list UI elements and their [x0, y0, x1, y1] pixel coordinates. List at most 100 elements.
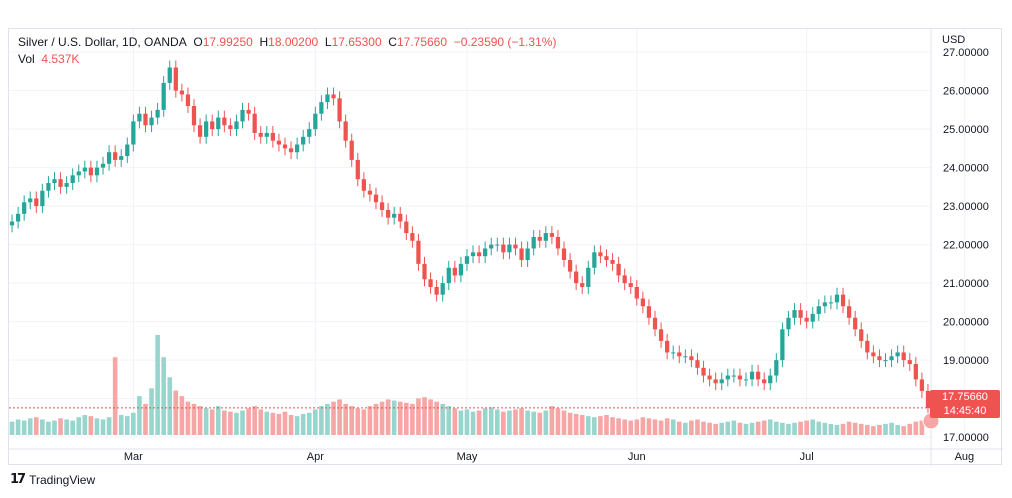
- candle-body: [64, 183, 69, 187]
- volume-bar: [519, 408, 524, 435]
- y-tick-label: 17.00000: [943, 432, 989, 444]
- volume-bar: [155, 335, 160, 435]
- volume-bar: [604, 415, 609, 435]
- volume-bar: [373, 403, 379, 435]
- candle-body: [871, 352, 876, 357]
- candle-body: [464, 256, 470, 264]
- candle-body: [125, 144, 130, 157]
- candle-body: [592, 252, 597, 268]
- candle-body: [925, 390, 931, 408]
- volume-bar: [743, 423, 749, 435]
- volume-bar: [585, 416, 591, 435]
- candle-body: [222, 117, 227, 126]
- volume-bar: [215, 406, 221, 435]
- candle-body: [28, 198, 33, 203]
- candle-body: [167, 67, 172, 83]
- volume-bar: [616, 418, 621, 435]
- candle-body: [197, 125, 203, 137]
- volume-bar: [907, 423, 913, 435]
- candle-body: [525, 248, 530, 261]
- volume-bar: [52, 420, 57, 435]
- low-value: 17.65300: [331, 35, 382, 49]
- candle-body: [325, 94, 330, 103]
- bar-countdown: 14:45:40: [943, 405, 987, 417]
- y-tick-label: 19.00000: [943, 355, 989, 367]
- candle-body: [392, 213, 397, 218]
- candle-body: [143, 113, 148, 126]
- candle-body: [15, 213, 21, 222]
- candle-body: [252, 113, 257, 133]
- volume-bar: [319, 406, 324, 435]
- candle-body: [216, 117, 221, 130]
- candle-body: [919, 379, 925, 391]
- volume-bar: [446, 406, 452, 435]
- tradingview-brand[interactable]: 17 TradingView: [10, 472, 95, 487]
- volume-bar: [337, 399, 342, 435]
- volume-bar: [385, 399, 391, 435]
- candle-body: [846, 306, 852, 318]
- candle-body: [210, 121, 215, 130]
- candle-body: [258, 132, 263, 137]
- volume-bar: [598, 416, 603, 435]
- volume-bar: [131, 412, 136, 435]
- y-tick-label: 22.00000: [943, 240, 989, 252]
- candle-body: [100, 163, 106, 168]
- x-tick-label: Jul: [800, 451, 814, 463]
- candle-body: [319, 102, 324, 114]
- candle-body: [204, 121, 209, 137]
- volume-bar: [355, 408, 361, 435]
- volume-bar: [507, 410, 512, 435]
- volume-bar: [240, 410, 245, 435]
- candle-body: [88, 167, 94, 176]
- candle-body: [52, 179, 57, 184]
- volume-bar: [865, 425, 870, 435]
- candle-body: [610, 260, 615, 264]
- volume-bar: [834, 425, 840, 435]
- candle-body: [816, 306, 821, 314]
- volume-bar: [197, 406, 203, 435]
- candle-body: [379, 202, 385, 210]
- volume-bar: [222, 410, 227, 435]
- currency-label[interactable]: USD: [942, 34, 966, 46]
- volume-bar: [798, 421, 803, 435]
- candle-body: [901, 352, 906, 361]
- volume-bar: [161, 357, 166, 435]
- candle-body: [743, 379, 749, 381]
- candle-body: [677, 352, 682, 357]
- candle-body: [476, 252, 482, 257]
- volume-bar: [410, 403, 415, 435]
- volume-bar: [203, 408, 209, 435]
- volume-bar: [258, 409, 264, 435]
- candle-body: [40, 190, 45, 207]
- brand-name: TradingView: [29, 472, 96, 487]
- candle-body: [76, 171, 81, 176]
- candle-body: [756, 371, 761, 380]
- candle-body: [22, 202, 27, 214]
- volume-bar: [658, 420, 664, 435]
- symbol-title[interactable]: Silver / U.S. Dollar, 1D, OANDA: [18, 35, 187, 49]
- candle-body: [865, 340, 870, 353]
- candle-body: [301, 136, 306, 145]
- chart-frame[interactable]: 27.00000 26.00000 25.00000 24.00000 23.00000…: [8, 28, 1003, 466]
- volume-bar: [404, 402, 409, 435]
- candle-body: [34, 198, 39, 207]
- volume-bar: [786, 423, 791, 435]
- volume-bar: [349, 406, 355, 435]
- volume-bar: [112, 357, 118, 435]
- change-value: −0.23590 (−1.31%): [453, 35, 557, 49]
- volume-bar: [209, 409, 215, 435]
- volume-bar: [852, 422, 858, 435]
- candle-body: [604, 256, 609, 261]
- volume-bar: [683, 422, 688, 435]
- candle-body: [173, 67, 178, 91]
- candle-body: [683, 356, 688, 358]
- candle-body: [634, 286, 639, 299]
- volume-bar: [767, 419, 773, 435]
- candle-body: [513, 244, 518, 249]
- candle-body: [82, 167, 87, 172]
- candle-body: [895, 352, 900, 357]
- candle-body: [507, 244, 512, 253]
- volume-bar: [143, 403, 148, 435]
- price-chart[interactable]: 27.00000 26.00000 25.00000 24.00000 23.00000…: [9, 29, 1003, 466]
- volume-label[interactable]: Vol: [18, 52, 35, 66]
